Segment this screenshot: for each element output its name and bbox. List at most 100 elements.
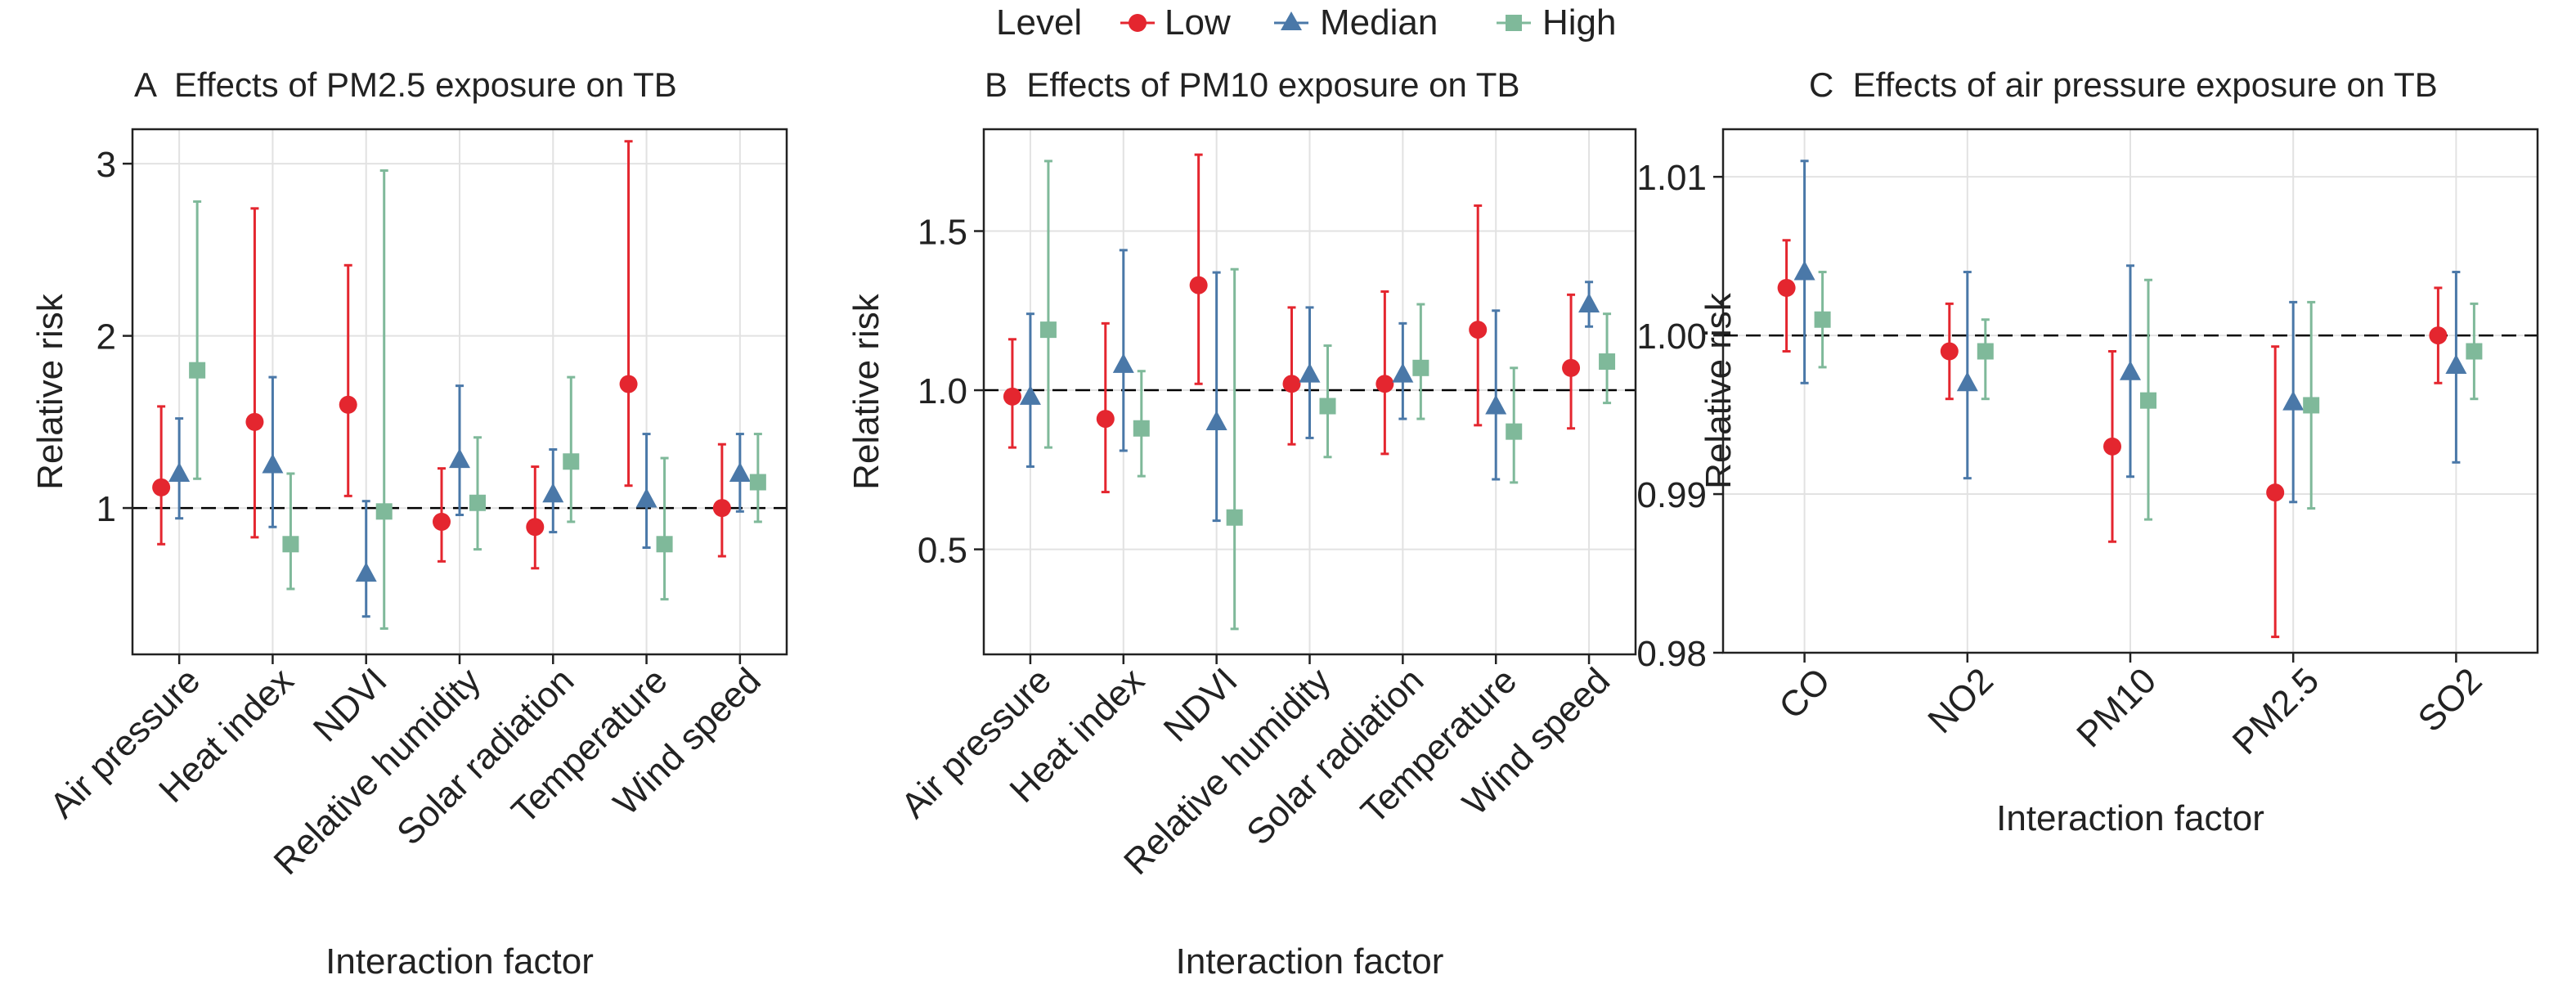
- legend-label-median: Median: [1320, 2, 1438, 43]
- point-low: [1777, 278, 1796, 297]
- y-tick-label: 1: [96, 489, 116, 529]
- point-median: [449, 448, 470, 469]
- point-high: [2140, 392, 2156, 409]
- point-high: [1133, 420, 1150, 437]
- point-low: [1562, 358, 1581, 377]
- point-high: [749, 474, 766, 491]
- panel-c: C Effects of air pressure exposure on TB…: [1636, 65, 2539, 838]
- panel-title: B Effects of PM10 exposure on TB: [985, 65, 1519, 104]
- legend-title: Level: [996, 2, 1082, 43]
- point-high: [656, 536, 673, 553]
- x-axis-title: Interaction factor: [1996, 798, 2264, 838]
- y-tick-label: 0.99: [1636, 475, 1707, 515]
- panel-title: A Effects of PM2.5 exposure on TB: [134, 65, 677, 104]
- point-low: [152, 478, 171, 496]
- point-high: [2466, 343, 2483, 360]
- y-tick-label: 1.0: [918, 371, 967, 411]
- y-tick-label: 1.5: [918, 213, 967, 253]
- point-median: [1299, 362, 1321, 383]
- data-marks: [1777, 160, 2483, 639]
- y-tick-label: 3: [96, 145, 116, 185]
- point-median: [729, 461, 751, 482]
- point-high: [563, 453, 580, 470]
- point-high: [1039, 321, 1057, 339]
- point-low: [2103, 437, 2121, 456]
- point-high: [1977, 343, 1994, 360]
- point-median: [1019, 384, 1041, 405]
- x-axis-ticks: CO NO2 PM10 PM2.5 SO2: [1771, 653, 2489, 762]
- y-tick-label: 1.00: [1636, 317, 1707, 357]
- panel-b: B Effects of PM10 exposure on TB 0.5 1.0 1…: [846, 65, 1637, 982]
- point-low: [2429, 326, 2448, 345]
- x-tick-label: PM2.5: [2225, 660, 2327, 762]
- legend-item-low: Low: [1120, 2, 1231, 43]
- point-median: [168, 461, 191, 482]
- x-tick-label: PM10: [2069, 660, 2164, 755]
- x-tick-label: NDVI: [306, 660, 395, 749]
- legend-item-median: Median: [1274, 2, 1438, 43]
- point-high: [375, 503, 393, 520]
- point-median: [1205, 410, 1227, 430]
- legend-item-high: High: [1497, 2, 1617, 43]
- x-tick-label: CO: [1771, 660, 1838, 726]
- y-axis-title: Relative risk: [30, 293, 70, 490]
- point-high: [469, 494, 486, 511]
- point-median: [2120, 360, 2141, 380]
- point-median: [1956, 371, 1978, 392]
- x-tick-label: NO2: [1920, 660, 2001, 741]
- legend-label-low: Low: [1165, 2, 1231, 43]
- point-median: [262, 453, 284, 474]
- legend-marker-median: [1281, 11, 1302, 30]
- data-marks: [1003, 153, 1616, 631]
- point-low: [433, 512, 451, 531]
- point-low: [712, 499, 731, 518]
- legend-label-high: High: [1542, 2, 1617, 43]
- y-tick-label: 0.98: [1636, 634, 1707, 674]
- point-low: [245, 412, 264, 431]
- point-median: [1578, 293, 1600, 312]
- point-high: [1412, 359, 1429, 376]
- y-axis-ticks: 0.5 1.0 1.5: [918, 213, 984, 571]
- legend-marker-high: [1506, 15, 1522, 31]
- x-tick-label: NDVI: [1156, 660, 1245, 749]
- y-axis-ticks: 0.98 0.99 1.00 1.01: [1636, 158, 1723, 674]
- x-axis-title: Interaction factor: [1176, 941, 1444, 982]
- point-high: [1319, 398, 1336, 415]
- panel-a: A Effects of PM2.5 exposure on TB 1 2 3 Ai…: [30, 65, 788, 982]
- grid-lines: [132, 129, 787, 654]
- point-median: [542, 483, 564, 503]
- x-axis-title: Interaction factor: [325, 941, 594, 982]
- y-tick-label: 2: [96, 317, 116, 357]
- point-low: [2266, 483, 2285, 502]
- legend: Level Low Median High: [996, 2, 1617, 43]
- point-median: [2445, 353, 2467, 374]
- point-high: [1599, 353, 1616, 371]
- point-low: [619, 375, 638, 393]
- point-low: [526, 518, 545, 537]
- point-median: [2282, 390, 2304, 411]
- point-median: [1793, 260, 1815, 281]
- point-high: [1226, 509, 1243, 526]
- point-median: [1392, 362, 1414, 383]
- point-low: [1003, 387, 1021, 406]
- x-tick-label: SO2: [2411, 660, 2490, 739]
- panel-title: C Effects of air pressure exposure on TB: [1809, 65, 2438, 104]
- point-low: [1469, 321, 1488, 339]
- point-high: [282, 536, 299, 553]
- point-high: [1814, 311, 1831, 328]
- point-low: [1282, 375, 1301, 393]
- y-axis-title: Relative risk: [1699, 292, 1739, 489]
- point-median: [1485, 394, 1507, 415]
- data-marks: [152, 140, 766, 630]
- point-high: [189, 362, 206, 379]
- point-high: [2303, 397, 2320, 414]
- point-median: [1112, 353, 1134, 373]
- y-tick-label: 0.5: [918, 531, 967, 571]
- legend-marker-low: [1129, 14, 1147, 32]
- point-high: [1506, 423, 1523, 440]
- point-median: [635, 488, 657, 508]
- y-axis-ticks: 1 2 3: [96, 145, 132, 529]
